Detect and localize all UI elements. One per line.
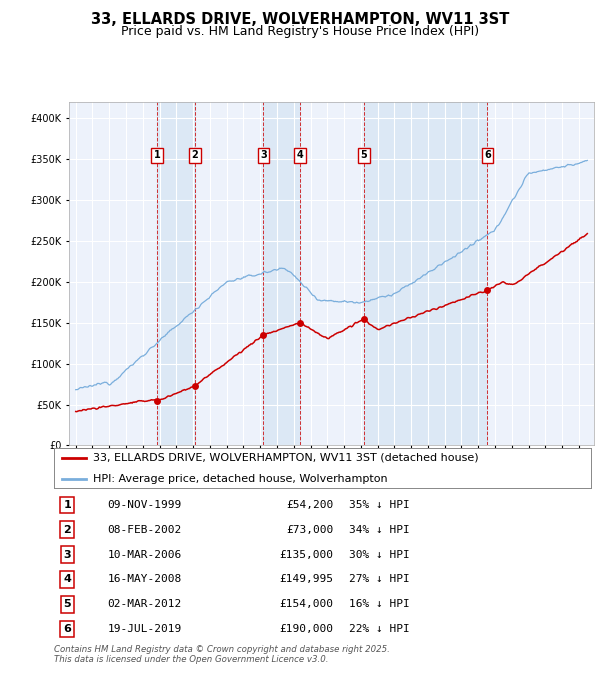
Text: 02-MAR-2012: 02-MAR-2012	[108, 599, 182, 609]
Text: 2: 2	[191, 150, 199, 160]
Text: 09-NOV-1999: 09-NOV-1999	[108, 500, 182, 510]
Text: £149,995: £149,995	[279, 575, 333, 585]
Text: 4: 4	[64, 575, 71, 585]
Text: £54,200: £54,200	[286, 500, 333, 510]
Text: 5: 5	[64, 599, 71, 609]
Text: 22% ↓ HPI: 22% ↓ HPI	[349, 624, 410, 634]
Text: 6: 6	[484, 150, 491, 160]
Bar	[157, 102, 195, 445]
Text: 33, ELLARDS DRIVE, WOLVERHAMPTON, WV11 3ST: 33, ELLARDS DRIVE, WOLVERHAMPTON, WV11 3…	[91, 12, 509, 27]
Text: 30% ↓ HPI: 30% ↓ HPI	[349, 549, 410, 560]
Text: 1: 1	[154, 150, 161, 160]
Bar	[263, 102, 300, 445]
Text: 16% ↓ HPI: 16% ↓ HPI	[349, 599, 410, 609]
Text: 3: 3	[260, 150, 267, 160]
Text: 16-MAY-2008: 16-MAY-2008	[108, 575, 182, 585]
Text: 2: 2	[64, 524, 71, 534]
Text: 08-FEB-2002: 08-FEB-2002	[108, 524, 182, 534]
Text: £73,000: £73,000	[286, 524, 333, 534]
Text: Price paid vs. HM Land Registry's House Price Index (HPI): Price paid vs. HM Land Registry's House …	[121, 25, 479, 38]
Text: £190,000: £190,000	[279, 624, 333, 634]
Text: 33, ELLARDS DRIVE, WOLVERHAMPTON, WV11 3ST (detached house): 33, ELLARDS DRIVE, WOLVERHAMPTON, WV11 3…	[92, 453, 478, 463]
Text: 27% ↓ HPI: 27% ↓ HPI	[349, 575, 410, 585]
Text: 6: 6	[64, 624, 71, 634]
Text: 1: 1	[64, 500, 71, 510]
Text: £154,000: £154,000	[279, 599, 333, 609]
Bar	[364, 102, 487, 445]
Text: Contains HM Land Registry data © Crown copyright and database right 2025.
This d: Contains HM Land Registry data © Crown c…	[54, 645, 390, 664]
Text: 10-MAR-2006: 10-MAR-2006	[108, 549, 182, 560]
Text: 3: 3	[64, 549, 71, 560]
Text: HPI: Average price, detached house, Wolverhampton: HPI: Average price, detached house, Wolv…	[92, 474, 387, 484]
Text: 35% ↓ HPI: 35% ↓ HPI	[349, 500, 410, 510]
Text: 19-JUL-2019: 19-JUL-2019	[108, 624, 182, 634]
Text: 4: 4	[296, 150, 304, 160]
Text: 34% ↓ HPI: 34% ↓ HPI	[349, 524, 410, 534]
Text: £135,000: £135,000	[279, 549, 333, 560]
Text: 5: 5	[361, 150, 367, 160]
